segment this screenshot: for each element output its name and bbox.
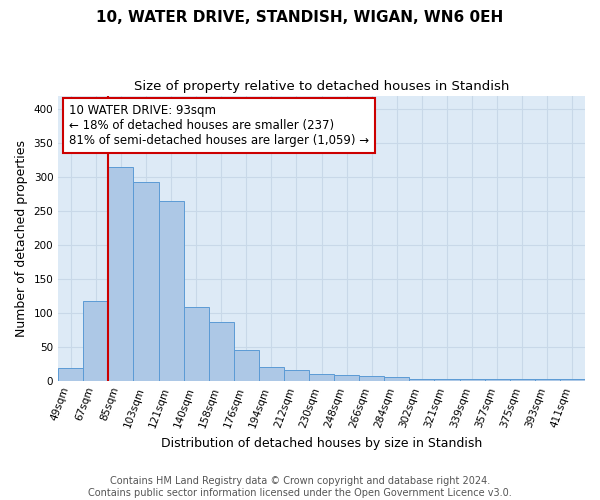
Bar [309,374,334,381]
Bar [234,350,259,381]
Text: Contains HM Land Registry data © Crown copyright and database right 2024.
Contai: Contains HM Land Registry data © Crown c… [88,476,512,498]
Bar [434,380,460,381]
Bar [385,378,409,381]
X-axis label: Distribution of detached houses by size in Standish: Distribution of detached houses by size … [161,437,482,450]
Bar [460,380,485,381]
Text: 10 WATER DRIVE: 93sqm
← 18% of detached houses are smaller (237)
81% of semi-det: 10 WATER DRIVE: 93sqm ← 18% of detached … [69,104,369,147]
Bar [334,376,359,381]
Bar [359,376,385,381]
Bar [209,322,234,381]
Bar [535,380,560,381]
Bar [133,182,158,381]
Bar [485,380,510,381]
Text: 10, WATER DRIVE, STANDISH, WIGAN, WN6 0EH: 10, WATER DRIVE, STANDISH, WIGAN, WN6 0E… [97,10,503,25]
Bar [158,201,184,381]
Bar [284,370,309,381]
Bar [560,380,585,381]
Bar [510,379,535,381]
Bar [259,367,284,381]
Bar [83,300,109,381]
Y-axis label: Number of detached properties: Number of detached properties [15,140,28,336]
Title: Size of property relative to detached houses in Standish: Size of property relative to detached ho… [134,80,509,93]
Bar [109,167,133,381]
Bar [184,308,209,381]
Bar [409,379,434,381]
Bar [58,368,83,381]
